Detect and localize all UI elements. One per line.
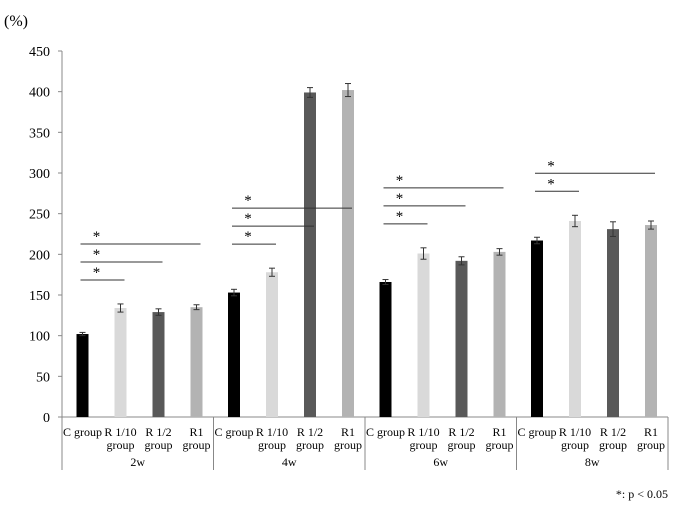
category-label: group xyxy=(258,438,286,452)
y-tick-label: 250 xyxy=(29,208,50,223)
significance-star: * xyxy=(244,211,252,227)
category-label: R 1/10 xyxy=(256,425,288,439)
category-label: group xyxy=(183,438,211,452)
category-label: group xyxy=(107,438,135,452)
bar xyxy=(342,90,354,417)
category-label: group xyxy=(410,438,438,452)
significance-star: * xyxy=(93,247,101,263)
y-tick-label: 450 xyxy=(29,45,50,60)
category-label: C group xyxy=(518,425,557,439)
category-label: group xyxy=(145,438,173,452)
category-label: R 1/10 xyxy=(104,425,136,439)
bar xyxy=(493,251,506,417)
group-label: 4w xyxy=(282,455,297,469)
category-label: group xyxy=(637,438,665,452)
bar xyxy=(114,308,127,417)
y-tick-label: 350 xyxy=(29,126,50,141)
category-label: group xyxy=(599,438,627,452)
significance-star: * xyxy=(244,193,252,209)
bar xyxy=(152,312,165,417)
bar xyxy=(569,220,581,417)
category-label: group xyxy=(296,438,324,452)
significance-star: * xyxy=(396,209,404,225)
significance-star: * xyxy=(244,229,252,245)
category-label: C group xyxy=(63,425,102,439)
bar xyxy=(266,272,278,417)
category-label: R1 xyxy=(341,425,355,439)
y-tick-label: 200 xyxy=(29,248,50,263)
significance-star: * xyxy=(93,265,101,281)
significance-star: * xyxy=(396,173,404,189)
category-label: R1 xyxy=(644,425,658,439)
y-axis-label: (%) xyxy=(4,13,28,30)
category-label: C group xyxy=(215,425,254,439)
bar xyxy=(304,92,316,417)
category-label: group xyxy=(334,438,362,452)
y-tick-label: 300 xyxy=(29,167,50,182)
category-label: R 1/10 xyxy=(407,425,439,439)
category-label: R 1/2 xyxy=(145,425,171,439)
bar xyxy=(607,229,619,417)
bar xyxy=(76,334,89,417)
category-label: C group xyxy=(366,425,405,439)
significance-star: * xyxy=(547,158,555,174)
bar xyxy=(379,281,392,417)
bar xyxy=(455,260,468,417)
bar xyxy=(531,240,543,417)
bar xyxy=(228,292,240,417)
significance-star: * xyxy=(547,176,555,192)
significance-star: * xyxy=(396,191,404,207)
bar xyxy=(645,225,657,417)
category-label: R 1/2 xyxy=(297,425,323,439)
category-label: R1 xyxy=(492,425,506,439)
y-tick-label: 400 xyxy=(29,86,50,101)
group-label: 6w xyxy=(433,455,448,469)
y-tick-label: 50 xyxy=(36,370,50,385)
category-label: R 1/10 xyxy=(559,425,591,439)
y-tick-label: 150 xyxy=(29,289,50,304)
bar xyxy=(190,307,203,417)
footnote: *: p < 0.05 xyxy=(616,487,668,501)
y-tick-label: 0 xyxy=(43,411,50,426)
y-tick-label: 100 xyxy=(29,330,50,345)
category-label: group xyxy=(561,438,589,452)
bar xyxy=(417,253,430,417)
category-label: R 1/2 xyxy=(448,425,474,439)
group-label: 8w xyxy=(585,455,600,469)
group-label: 2w xyxy=(130,455,145,469)
category-label: R1 xyxy=(189,425,203,439)
category-label: R 1/2 xyxy=(600,425,626,439)
category-label: group xyxy=(486,438,514,452)
significance-star: * xyxy=(93,229,101,245)
category-label: group xyxy=(448,438,476,452)
